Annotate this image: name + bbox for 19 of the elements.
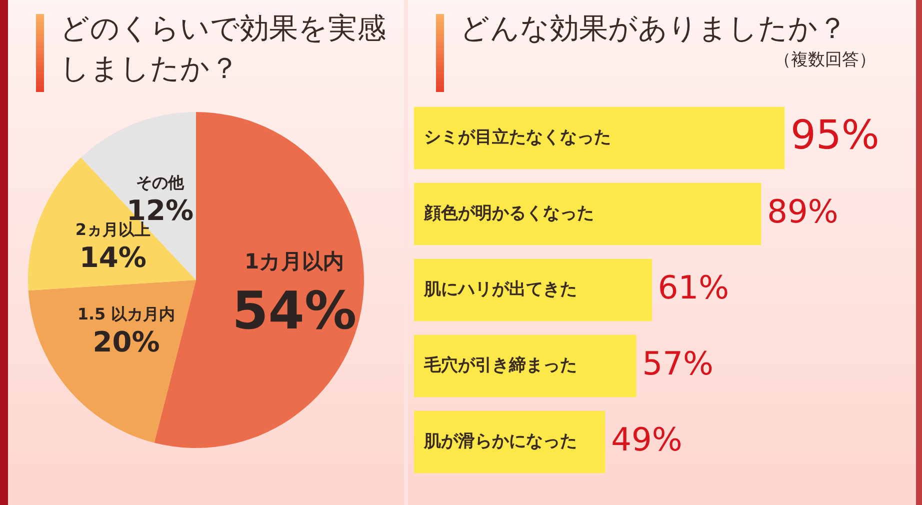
slice-label: その他 xyxy=(136,172,186,192)
chart-title: どのくらいで効果を実感しましたか？ xyxy=(60,10,387,87)
slice-label: 1カ月以内 xyxy=(244,250,344,274)
data-label: 61% xyxy=(658,268,730,306)
data-label: 57% xyxy=(642,344,714,382)
category-label: 毛穴が引き締まった xyxy=(424,355,577,376)
category-label: シミが目立たなくなった xyxy=(424,127,611,148)
data-label: 20% xyxy=(92,326,160,359)
data-label: 95% xyxy=(790,112,880,158)
data-label: 89% xyxy=(767,192,838,230)
data-label: 54% xyxy=(232,282,357,342)
text: （複数回答） xyxy=(773,49,876,71)
category-label: 肌にハリが出てきた xyxy=(424,279,577,300)
data-label: 49% xyxy=(611,420,682,458)
data-label: 14% xyxy=(79,241,146,274)
slice-label: 1.5 以カ月内 xyxy=(77,304,176,324)
category-label: 肌が滑らかになった xyxy=(424,431,577,452)
category-label: 顔色が明かるくなった xyxy=(424,203,594,224)
chart-title: どんな効果がありましたか？ xyxy=(460,10,848,47)
